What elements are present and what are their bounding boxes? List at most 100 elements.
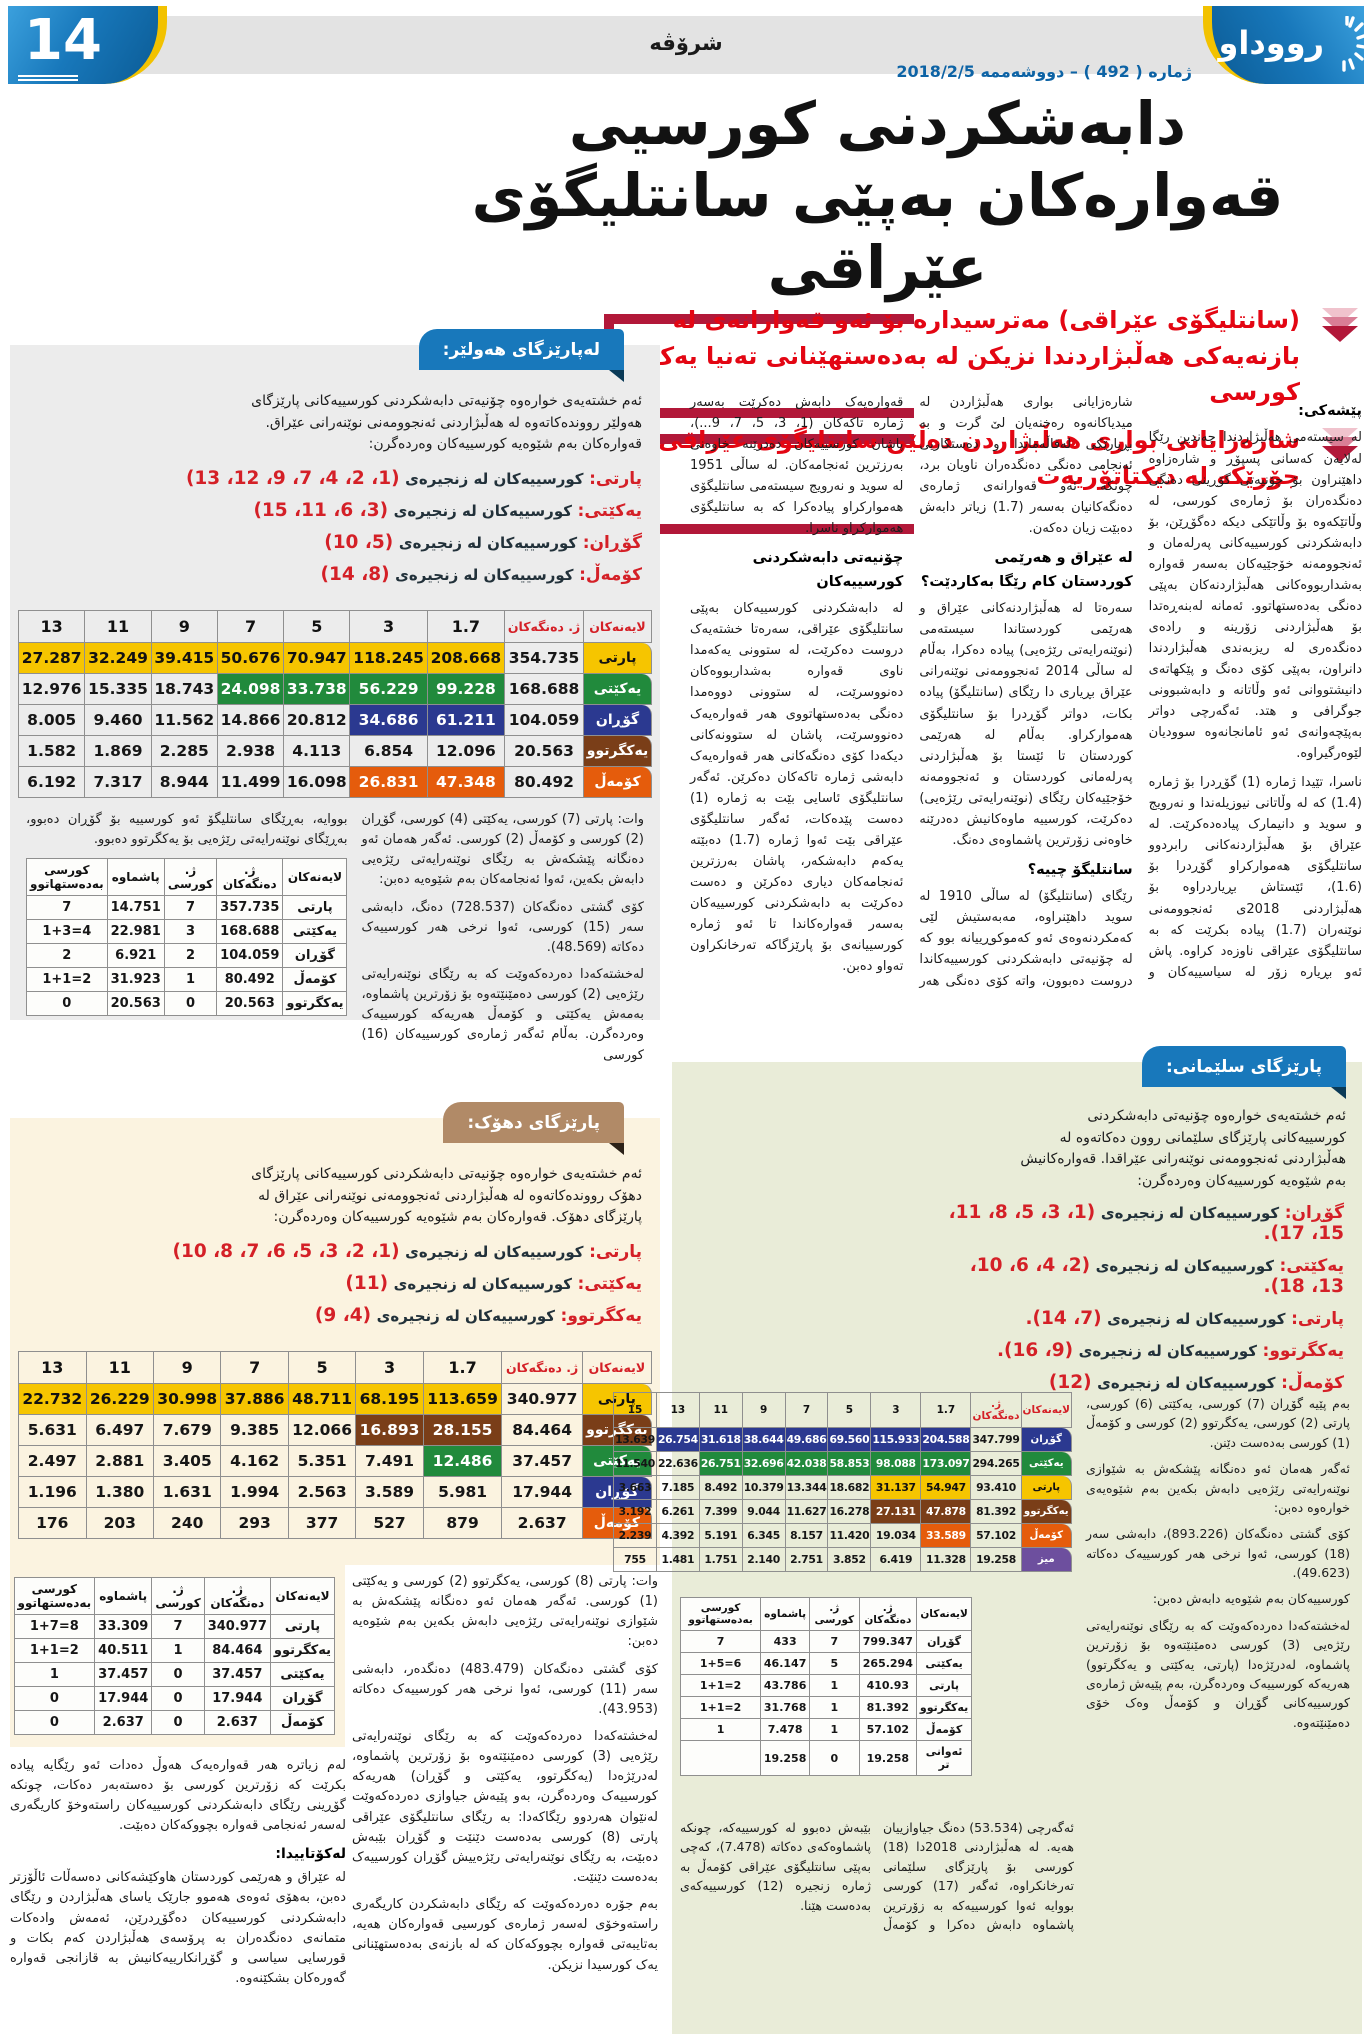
- table-header: 11: [85, 1351, 153, 1385]
- quotient-cell: 1.380: [85, 1477, 153, 1509]
- quotient-cell: 26.751: [698, 1452, 742, 1476]
- table-cell: [680, 1741, 761, 1776]
- table-cell: پارتی: [916, 1675, 972, 1697]
- paragraph: لەخشتەکەدا دەردەکەوێت کە بە رێگای نوێنەر…: [361, 967, 644, 1063]
- series-numbers: (9، 16).: [997, 1340, 1074, 1361]
- quotient-cell: 3.663: [613, 1476, 656, 1500]
- table-cell: 0: [151, 1711, 204, 1735]
- quotient-cell: 6.419: [870, 1548, 921, 1572]
- quotient-cell: 18.743: [150, 674, 217, 706]
- quotient-cell: 9.044: [741, 1500, 785, 1524]
- seat-series-line: یەکێتی: کورسییەکان لە زنجیرەی (11): [34, 1273, 642, 1294]
- quotient-cell: 13.344: [784, 1476, 828, 1500]
- seat-series-line: پارتی: کورسییەکان لە زنجیرەی (1، 2، 3، 5…: [34, 1241, 642, 1262]
- series-label: کورسییەکان لە زنجیرەی: [1078, 1342, 1257, 1360]
- quotient-cell: 204.588: [920, 1428, 971, 1452]
- erbil-note-left: بووایە، بەڕێگای سانتلیگۆ ئەو کورسییە بۆ …: [26, 812, 348, 848]
- table-cell: 2=1+1: [680, 1697, 761, 1719]
- table-cell: 0: [13, 1711, 95, 1735]
- table-cell: 7: [151, 1615, 204, 1639]
- main-article: پێشەکی: لە سیستەمی هەڵبژاردندا چەندین رێگ…: [690, 392, 1362, 1042]
- paragraph: ئەگەرچی (53.534) دەنگ جیاوازییان هەیە. ل…: [680, 1820, 1074, 1932]
- quotient-cell: 879: [422, 1508, 502, 1540]
- party-cell: گۆڕان: [1020, 1428, 1072, 1452]
- quotient-cell: 22.636: [655, 1452, 699, 1476]
- table-header: 7: [216, 610, 284, 644]
- paragraph: سەرەتا لە هەڵبژاردنەکانی عێراق و هەرێمی …: [919, 601, 1133, 848]
- table-cell: 33.309: [94, 1615, 152, 1639]
- total-votes-cell: 340.977: [501, 1384, 582, 1416]
- table-header: ژ. کورسی: [163, 858, 217, 897]
- quotient-cell: 47.348: [426, 767, 505, 799]
- quotient-cell: 30.998: [153, 1384, 221, 1416]
- quotient-cell: 3.852: [827, 1548, 871, 1572]
- seat-series-line: کۆمەڵ: کورسییەکان لە زنجیرەی (12): [944, 1372, 1344, 1393]
- table-header: پاشماوە: [94, 1577, 152, 1615]
- suli-text-bottom: ئەگەرچی (53.534) دەنگ جیاوازییان هەیە. ل…: [680, 1818, 1074, 2028]
- table-cell: 22.981: [106, 920, 164, 945]
- series-numbers: (4، 9): [314, 1305, 372, 1327]
- table-header: پاشماوە: [106, 858, 164, 897]
- erbil-section-tab: لەپارێزگای هەولێر:: [418, 329, 625, 382]
- table-cell: 31.768: [760, 1697, 810, 1719]
- series-numbers: (5، 10): [324, 532, 394, 554]
- table-header: 3: [355, 1351, 423, 1385]
- suli-text-right: بەم پێیە گۆڕان (7) کورسی، یەکێتی (6) کور…: [1086, 1394, 1350, 2034]
- subheading: لە عێراق و هەرێمی کوردستان کام رێگا بەکا…: [920, 550, 1133, 590]
- party-cell: یەکێتی: [1020, 1452, 1072, 1476]
- table-cell: گۆڕان: [269, 1687, 335, 1711]
- table-cell: 1: [151, 1639, 204, 1663]
- decor-lines: [18, 75, 78, 77]
- table-cell: 0: [26, 992, 107, 1017]
- table-cell: 6=1+5: [680, 1653, 761, 1675]
- table-cell: 37.457: [94, 1663, 152, 1687]
- paragraph: وات: پارتی (7) کورسی، یەکێتی (4) کورسی، …: [361, 812, 645, 888]
- party-cell: پارتی: [581, 1384, 652, 1416]
- series-label: کورسییەکان لە زنجیرەی: [393, 502, 572, 521]
- table-cell: 6.921: [106, 944, 164, 969]
- paragraph: وات: پارتی (8) کورسی، یەکگرتوو (2) کورسی…: [352, 1574, 659, 1650]
- table-header: کورسی بەدەستهاتوو: [13, 1577, 95, 1615]
- quotient-cell: 8.944: [150, 767, 217, 799]
- quotient-cell: 1.751: [698, 1548, 742, 1572]
- table-header: 13: [18, 610, 85, 644]
- table-header: 5: [827, 1392, 871, 1428]
- paragraph: ناسرا، تێیدا ژمارە (1) گۆڕدرا بۆ ژمارە (…: [919, 395, 1362, 980]
- table-cell: 0: [809, 1741, 859, 1776]
- quotient-cell: 2.881: [85, 1446, 153, 1478]
- total-votes-cell: 57.102: [970, 1524, 1021, 1548]
- series-label: کورسییەکان لە زنجیرەی: [405, 1243, 584, 1262]
- table-cell: 46.147: [760, 1653, 810, 1675]
- seat-series-line: کۆمەڵ: کورسییەکان لە زنجیرەی (8، 14): [34, 564, 642, 585]
- series-numbers: (11): [345, 1273, 389, 1295]
- table-cell: 20.563: [216, 992, 283, 1017]
- summary-table: لایەنەکان ژ. دەنگەکان ژ. کورسی پاشماوە کورسی…: [13, 1577, 335, 1735]
- quotient-cell: 6.345: [741, 1524, 785, 1548]
- quotient-cell: 11.328: [920, 1548, 971, 1572]
- seat-series-line: یەکگرتوو: کورسییەکان لە زنجیرەی (4، 9): [34, 1305, 642, 1326]
- seat-series-line: گۆڕان: کورسییەکان لە زنجیرەی (5، 10): [34, 532, 642, 553]
- erbil-votes-table: لایەنەکان ژ. دەنگەکان 1.7 3 5 7 9 11 13 پارتی 354.…: [10, 596, 660, 799]
- paragraph: کۆی گشتی دەنگەکان (728.537) دەنگ، دابەشی…: [361, 899, 644, 955]
- quotient-cell: 22.732: [18, 1384, 86, 1416]
- quotient-cell: 7.491: [355, 1446, 423, 1478]
- table-header: لایەنەکان: [282, 858, 348, 897]
- table-cell: یەکگرتوو: [916, 1697, 972, 1719]
- summary-table: لایەنەکان ژ. دەنگەکان ژ. کورسی پاشماوە کورسی…: [26, 858, 348, 1017]
- table-cell: 2.637: [203, 1711, 270, 1735]
- table-cell: 265.294: [858, 1653, 917, 1675]
- table-header: کورسی بەدەستهاتوو: [26, 858, 107, 897]
- quotient-cell: 16.098: [283, 767, 350, 799]
- quotient-cell: 4.113: [283, 736, 350, 768]
- table-cell: 1: [680, 1719, 761, 1741]
- votes-table: لایەنەکان ژ. دەنگەکان 1.7 3 5 7 9 11 13 پارتی 340.…: [18, 1351, 652, 1540]
- headline-line1: دابەشکردنی کورسیی: [568, 89, 1187, 158]
- party-cell: کۆمەڵ: [583, 767, 652, 799]
- quotient-cell: 1.869: [84, 736, 151, 768]
- table-header: لایەنەکان: [916, 1597, 972, 1631]
- total-votes-cell: 37.457: [501, 1446, 582, 1478]
- quotient-cell: 20.812: [283, 705, 350, 737]
- quotient-cell: 755: [613, 1548, 656, 1572]
- table-cell: کۆمەڵ: [282, 968, 348, 993]
